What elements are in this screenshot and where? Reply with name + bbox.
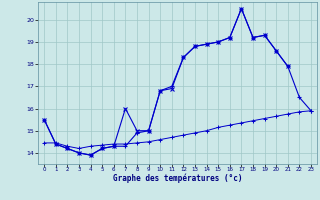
X-axis label: Graphe des températures (°c): Graphe des températures (°c) (113, 174, 242, 183)
